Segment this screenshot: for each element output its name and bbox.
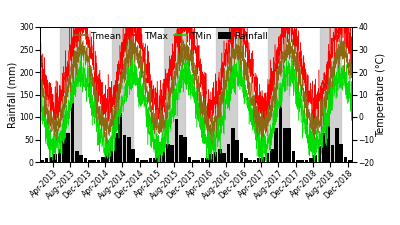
- Bar: [40, 160, 44, 162]
- Bar: [214, 152, 218, 162]
- Bar: [326, 112, 330, 162]
- Bar: [231, 128, 235, 162]
- Bar: [58, 148, 62, 162]
- Bar: [88, 160, 92, 162]
- Y-axis label: Temperature (°C): Temperature (°C): [376, 52, 386, 137]
- Bar: [257, 158, 261, 162]
- Bar: [112, 27, 133, 162]
- Bar: [183, 137, 187, 162]
- Bar: [53, 154, 57, 162]
- Bar: [274, 128, 278, 162]
- Bar: [330, 145, 334, 162]
- Bar: [216, 27, 237, 162]
- Bar: [292, 151, 296, 162]
- Bar: [270, 148, 274, 162]
- Y-axis label: Rainfall (mm): Rainfall (mm): [8, 61, 18, 128]
- Bar: [92, 160, 96, 162]
- Bar: [304, 160, 308, 162]
- Bar: [205, 158, 209, 162]
- Bar: [79, 155, 83, 162]
- Bar: [170, 145, 174, 162]
- Bar: [287, 128, 291, 162]
- Bar: [268, 27, 289, 162]
- Bar: [127, 137, 131, 162]
- Bar: [188, 157, 192, 162]
- Bar: [320, 27, 341, 162]
- Bar: [200, 158, 204, 162]
- Bar: [266, 153, 270, 162]
- Bar: [166, 144, 170, 162]
- Bar: [70, 90, 74, 162]
- Bar: [162, 145, 166, 162]
- Bar: [110, 137, 114, 162]
- Bar: [309, 158, 313, 162]
- Bar: [248, 160, 252, 162]
- Bar: [84, 158, 88, 162]
- Bar: [226, 144, 230, 162]
- Bar: [66, 133, 70, 162]
- Bar: [174, 119, 178, 162]
- Bar: [140, 160, 144, 162]
- Bar: [114, 133, 118, 162]
- Bar: [283, 128, 287, 162]
- Bar: [148, 158, 152, 162]
- Bar: [164, 27, 185, 162]
- Bar: [278, 104, 282, 162]
- Bar: [96, 160, 100, 162]
- Bar: [131, 148, 135, 162]
- Bar: [179, 135, 183, 162]
- Bar: [296, 160, 300, 162]
- Bar: [153, 158, 157, 162]
- Bar: [261, 157, 265, 162]
- Bar: [105, 153, 109, 162]
- Bar: [235, 140, 239, 162]
- Bar: [240, 153, 244, 162]
- Bar: [252, 160, 256, 162]
- Bar: [196, 160, 200, 162]
- Bar: [157, 155, 161, 162]
- Bar: [339, 144, 343, 162]
- Bar: [101, 157, 105, 162]
- Bar: [60, 27, 81, 162]
- Bar: [300, 160, 304, 162]
- Bar: [49, 157, 53, 162]
- Bar: [344, 157, 348, 162]
- Bar: [136, 158, 140, 162]
- Bar: [118, 112, 122, 162]
- Bar: [313, 155, 317, 162]
- Bar: [209, 154, 213, 162]
- Bar: [244, 158, 248, 162]
- Bar: [144, 160, 148, 162]
- Bar: [122, 135, 126, 162]
- Bar: [348, 160, 352, 162]
- Bar: [62, 133, 66, 162]
- Bar: [318, 146, 322, 162]
- Legend: Tmean, TMax, TMin, Rainfall: Tmean, TMax, TMin, Rainfall: [74, 32, 268, 40]
- Bar: [222, 153, 226, 162]
- Bar: [75, 151, 79, 162]
- Bar: [322, 133, 326, 162]
- Bar: [192, 160, 196, 162]
- Bar: [335, 128, 339, 162]
- Bar: [218, 149, 222, 162]
- Bar: [44, 158, 48, 162]
